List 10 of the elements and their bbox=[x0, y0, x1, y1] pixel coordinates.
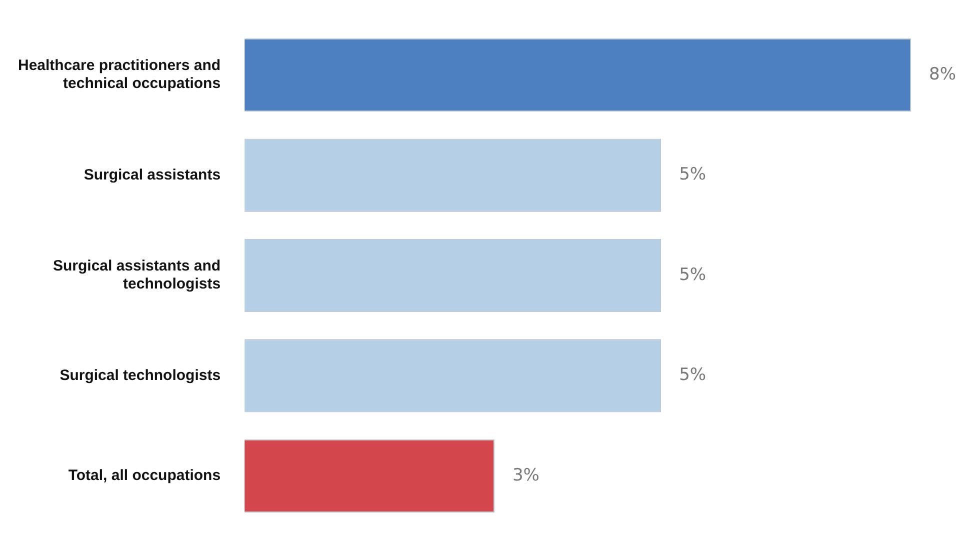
data-label: 5% bbox=[679, 164, 706, 185]
data-label: 5% bbox=[679, 365, 706, 386]
data-label: 3% bbox=[512, 465, 540, 486]
data-label: 5% bbox=[679, 264, 706, 285]
y-tick-label: Surgical assistants bbox=[84, 166, 221, 184]
y-tick-label: Surgical technologists bbox=[60, 366, 221, 384]
data-label: 8% bbox=[929, 64, 956, 85]
y-tick-label: Surgical assistants and technologists bbox=[52, 258, 221, 293]
y-tick-label: Total, all occupations bbox=[68, 467, 221, 484]
y-tick-label: Healthcare practitioners and technical occupations bbox=[18, 57, 221, 92]
